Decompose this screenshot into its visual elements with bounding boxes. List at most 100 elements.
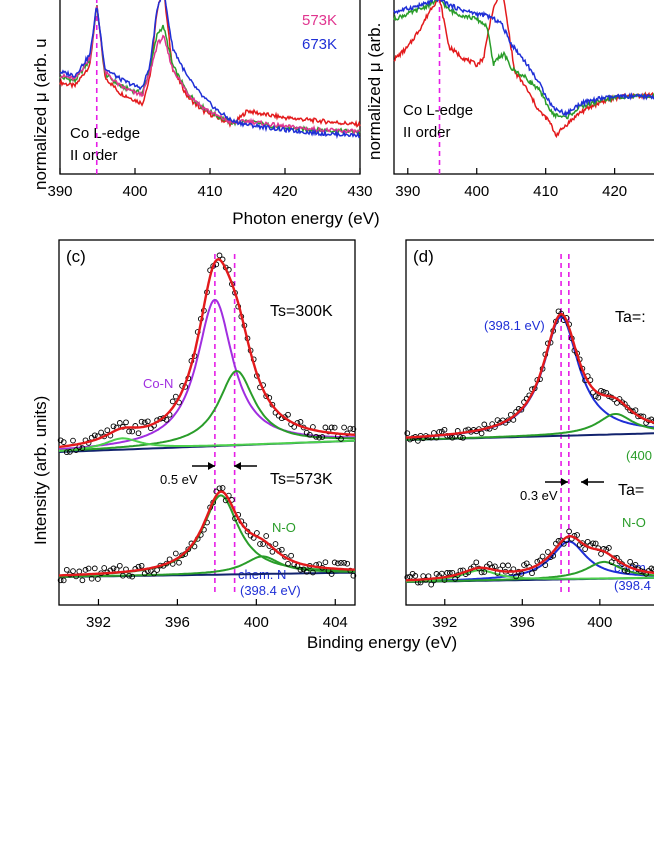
data-point [579,540,586,546]
panel-b: normalized μ (arb. Co L-edge II order 39… [365,0,654,200]
fit-envelope [59,490,356,577]
data-point [120,572,126,579]
panel-d-frame [405,239,654,606]
data-point [627,558,633,565]
fit-envelope [58,258,356,449]
data-point [350,426,357,432]
data-point [328,571,335,577]
data-point [169,398,176,405]
data-point [104,427,111,434]
data-point [341,559,347,566]
data-point [624,568,631,575]
data-point [574,532,580,538]
data-point [460,434,466,441]
x-tick-label: 400 [122,183,147,200]
data-point [73,447,79,453]
panel-c-label-no: N-O [272,520,296,535]
x-tick-label: 420 [602,183,627,200]
data-point [216,252,223,259]
panel-a-ylabel: normalized μ (arb. u [31,38,50,190]
data-point [116,562,123,569]
panel-c-label-chemn-energy: (398.4 eV) [240,583,301,598]
data-point [70,437,76,444]
data-point [123,419,129,426]
data-point [272,541,279,547]
data-point [452,576,458,582]
data-point [313,433,319,440]
panel-d-plot: 392 396 400 [404,254,654,631]
x-tick-label: 400 [587,614,612,631]
panel-a-plot: 390 400 410 420 430 [47,0,373,200]
data-point [63,449,70,456]
panel-c-letter: (c) [66,247,86,266]
panel-c-label-con: Co-N [143,376,173,391]
panel-c-frame [58,239,356,606]
panel-c-label-ts573: Ts=573K [270,471,333,488]
panel-c-plot: 392 396 400 404 [57,252,357,631]
fit-component [58,437,355,452]
data-point [95,576,101,582]
data-point [344,560,351,567]
data-point [67,449,73,455]
data-point [151,570,157,577]
data-point [335,560,341,567]
data-point [163,416,170,423]
data-point [310,569,316,576]
data-point [621,567,628,574]
data-point [590,540,596,547]
fit-envelope [405,312,654,439]
data-point [331,424,338,431]
data-point [91,432,98,439]
panel-d-label-ta-top: Ta=: [615,309,646,326]
series-line [59,0,361,140]
fit-envelope [405,534,654,582]
x-tick-label: 390 [395,183,420,200]
data-point [76,568,83,575]
panel-a-annotation-order: II order [70,147,118,164]
data-point [63,566,70,573]
data-point [449,434,456,441]
data-point [478,430,485,437]
data-point [614,400,620,406]
data-point [473,559,480,566]
data-point [172,550,179,557]
data-point [582,546,588,552]
data-point [632,561,639,568]
shift-arrow-head [208,462,215,470]
data-point [116,420,123,426]
x-tick-label: 392 [432,614,457,631]
data-point [412,573,419,579]
data-point [331,559,338,566]
data-point [499,562,506,569]
x-tick-label: 420 [272,183,297,200]
panel-b-frame [393,0,654,175]
panel-c-label-ts300: Ts=300K [270,303,333,320]
fit-component [405,315,654,439]
panel-d-label-ta-bottom: Ta= [618,482,644,499]
data-point [606,545,612,551]
data-point [110,565,117,572]
data-point [57,437,64,444]
legend-entry-673k: 673K [302,36,337,53]
data-point [415,438,421,444]
panel-b-annotation-order: II order [403,124,451,141]
data-point [539,553,546,560]
data-point [560,540,567,547]
data-point [529,570,535,577]
panel-d: (d) (398.1 eV) Ta=: (400 0.3 eV Ta= N-O … [404,239,654,631]
x-tick-label: 400 [244,614,269,631]
data-point [126,572,132,579]
bottom-x-axis-label: Binding energy (eV) [307,633,457,652]
panel-d-label-400: (400 [626,448,652,463]
data-point [338,560,344,566]
data-point [481,569,488,575]
data-point [88,575,95,582]
panel-b-ylabel: normalized μ (arb. [365,23,384,160]
data-point [257,541,263,547]
data-point [79,445,86,451]
shift-arrow-head [581,478,588,486]
data-point [438,570,445,577]
data-point [608,559,615,565]
data-point [328,424,335,431]
x-tick-label: 404 [323,614,348,631]
